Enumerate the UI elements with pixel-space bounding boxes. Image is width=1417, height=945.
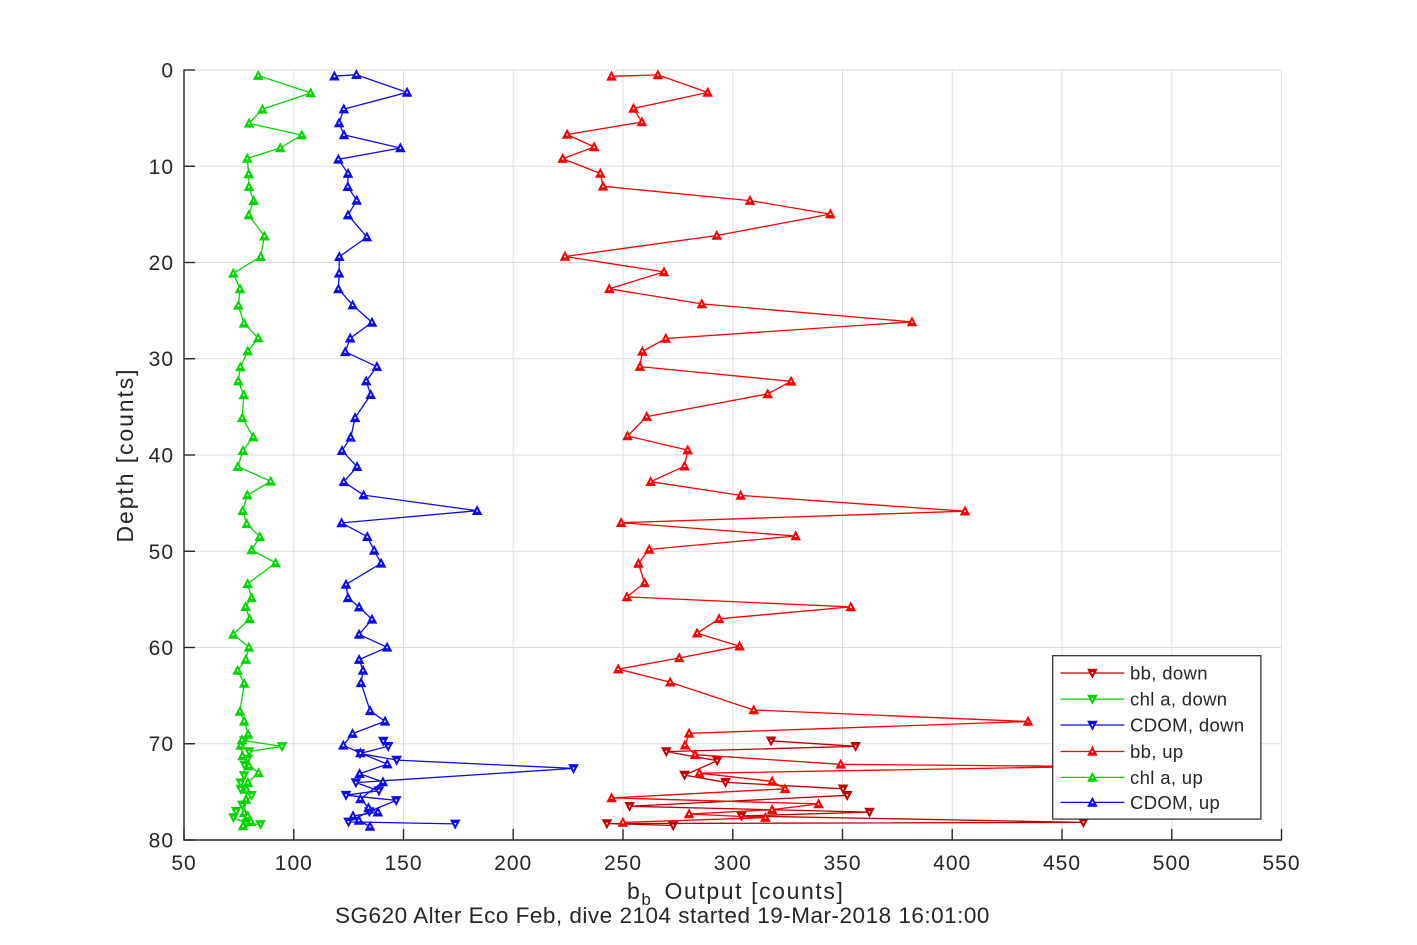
svg-text:150: 150 bbox=[384, 852, 422, 875]
svg-text:30: 30 bbox=[149, 348, 174, 371]
svg-text:70: 70 bbox=[149, 733, 174, 756]
svg-text:350: 350 bbox=[823, 852, 861, 875]
svg-text:100: 100 bbox=[275, 852, 313, 875]
svg-text:bb Output [counts]: bb Output [counts] bbox=[627, 878, 844, 909]
svg-text:0: 0 bbox=[161, 60, 174, 83]
svg-text:CDOM, up: CDOM, up bbox=[1130, 792, 1220, 813]
svg-text:200: 200 bbox=[494, 852, 532, 875]
svg-text:chl a, up: chl a, up bbox=[1130, 767, 1203, 788]
svg-text:20: 20 bbox=[149, 252, 174, 275]
svg-text:60: 60 bbox=[149, 637, 174, 660]
svg-text:bb, up: bb, up bbox=[1130, 741, 1184, 762]
svg-text:450: 450 bbox=[1043, 852, 1081, 875]
svg-text:300: 300 bbox=[714, 852, 752, 875]
svg-text:400: 400 bbox=[933, 852, 971, 875]
svg-text:SG620 Alter Eco Feb, dive 2104: SG620 Alter Eco Feb, dive 2104 started 1… bbox=[335, 903, 990, 928]
svg-text:bb, down: bb, down bbox=[1130, 663, 1208, 684]
svg-text:50: 50 bbox=[149, 541, 174, 564]
svg-text:Depth [counts]: Depth [counts] bbox=[112, 368, 138, 543]
svg-text:CDOM, down: CDOM, down bbox=[1130, 715, 1245, 736]
svg-text:50: 50 bbox=[171, 852, 196, 875]
svg-text:10: 10 bbox=[149, 156, 174, 179]
svg-text:80: 80 bbox=[149, 830, 174, 853]
svg-text:250: 250 bbox=[604, 852, 642, 875]
svg-text:40: 40 bbox=[149, 445, 174, 468]
svg-text:500: 500 bbox=[1153, 852, 1191, 875]
svg-text:550: 550 bbox=[1262, 852, 1300, 875]
svg-text:chl a, down: chl a, down bbox=[1130, 689, 1227, 710]
